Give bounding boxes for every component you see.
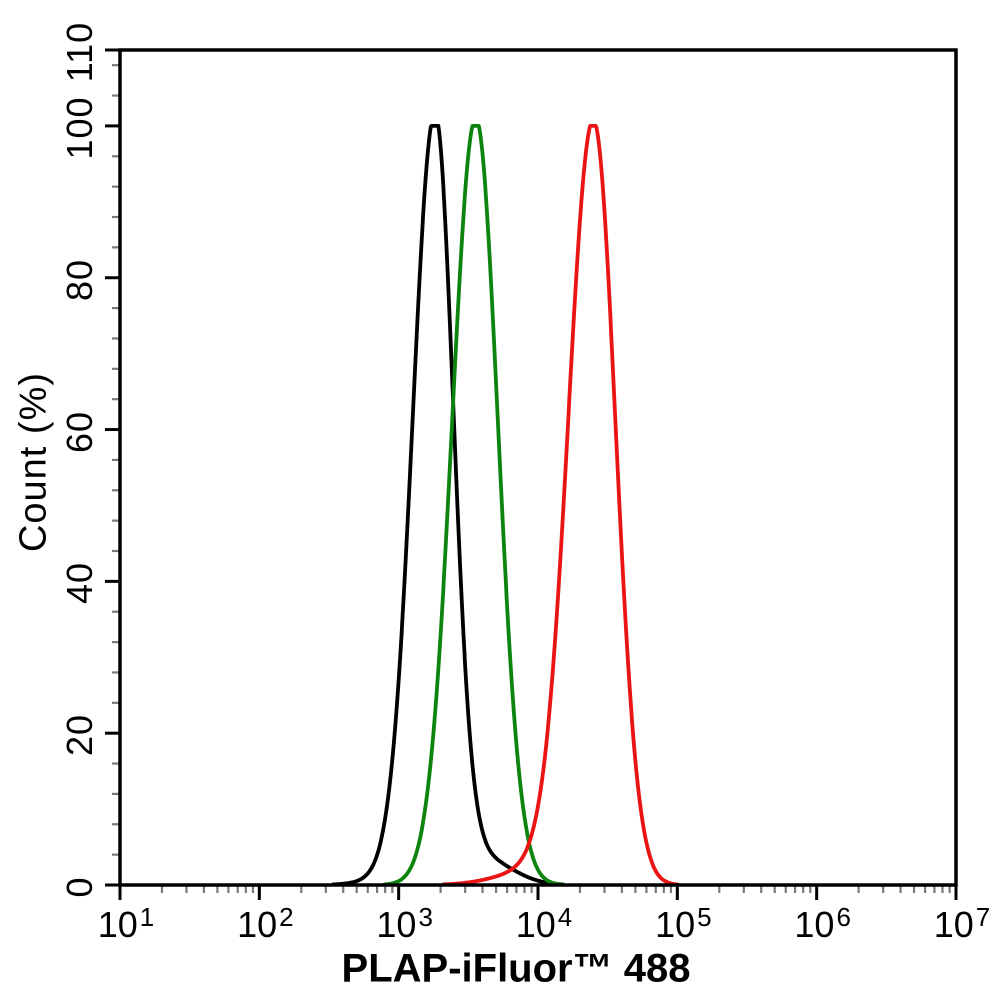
y-axis-tick-label: 40 xyxy=(59,562,100,605)
x-axis-tick-label: 102 xyxy=(237,902,294,946)
y-axis-tick-label: 80 xyxy=(59,258,100,301)
y-axis-title: Count (%) xyxy=(12,371,55,553)
x-axis-tick-label: 105 xyxy=(655,902,712,946)
x-axis-tick-label: 107 xyxy=(933,902,991,946)
x-tick-base: 10 xyxy=(794,904,835,945)
y-axis-tick-label: 100 xyxy=(59,96,100,160)
x-axis-tick-label: 101 xyxy=(97,902,155,946)
x-tick-base: 10 xyxy=(376,904,417,945)
histogram-red-curve xyxy=(441,124,680,887)
x-tick-base: 10 xyxy=(97,904,138,945)
x-tick-base: 10 xyxy=(515,904,556,945)
y-axis-tick-label: 0 xyxy=(59,876,100,898)
x-tick-exponent: 3 xyxy=(418,902,433,932)
x-tick-exponent: 1 xyxy=(139,902,155,932)
x-axis-title: PLAP-iFluor™ 488 xyxy=(341,946,691,991)
plot-frame xyxy=(118,48,958,887)
x-tick-base: 10 xyxy=(655,904,696,945)
x-tick-exponent: 7 xyxy=(975,902,991,932)
x-tick-exponent: 2 xyxy=(279,902,294,932)
x-tick-base: 10 xyxy=(933,904,974,945)
y-axis-tick-label: 110 xyxy=(59,21,100,83)
x-tick-base: 10 xyxy=(237,904,278,945)
y-axis-tick-label: 20 xyxy=(59,714,100,757)
x-axis-tick-label: 103 xyxy=(376,902,433,946)
x-axis-tick-label: 106 xyxy=(794,902,851,946)
x-tick-exponent: 5 xyxy=(697,902,712,932)
x-tick-exponent: 6 xyxy=(836,902,851,932)
histogram-black-curve xyxy=(331,124,565,887)
x-tick-exponent: 4 xyxy=(557,902,573,932)
y-axis-tick-label: 60 xyxy=(59,410,100,453)
x-axis-tick-label: 104 xyxy=(515,902,573,946)
histogram-green-curve xyxy=(382,124,565,887)
